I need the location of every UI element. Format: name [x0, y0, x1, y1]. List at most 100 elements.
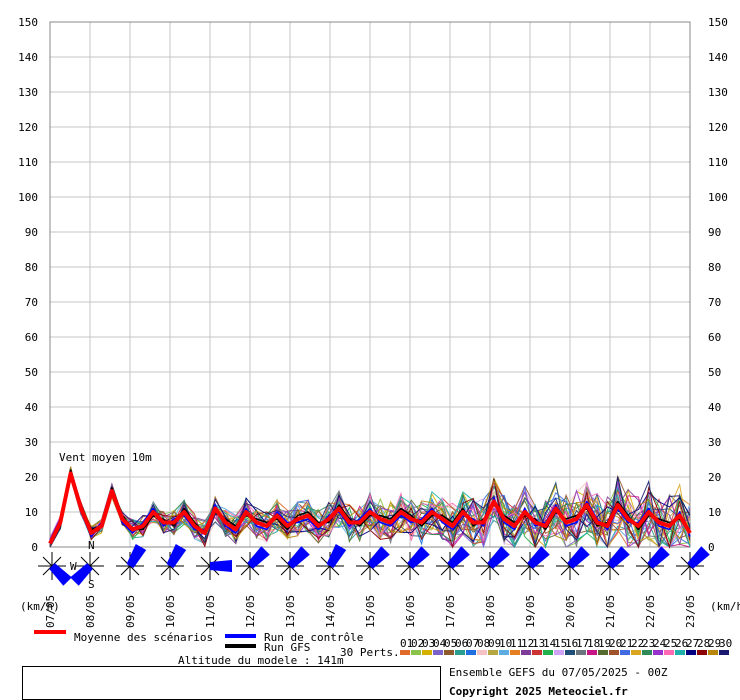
legend-pert-number: 07: [466, 637, 479, 650]
wind-direction-wedge: [687, 546, 710, 569]
legend-pert-number: 14: [543, 637, 557, 650]
compass-rose: NWS: [70, 539, 95, 591]
legend-pert-swatch: [664, 650, 674, 655]
legend-pert-swatch: [565, 650, 575, 655]
footer-run: Ensemble GEFS du 07/05/2025 - 00Z: [449, 666, 668, 679]
perturbation-line: [49, 466, 691, 548]
y-tick-label: 10: [708, 506, 721, 519]
y-tick-label: 110: [708, 156, 728, 169]
y-unit-left: (km/h): [20, 600, 60, 613]
x-tick-label: 09/05: [124, 595, 137, 628]
x-tick-label: 12/05: [244, 595, 257, 628]
legend-pert-swatch: [433, 650, 443, 655]
legend-pert-number: 27: [686, 637, 699, 650]
wind-direction-row: [38, 543, 710, 586]
main-series-lines: [48, 469, 692, 545]
y-tick-label: 0: [708, 541, 715, 554]
legend-pert-number: 12: [521, 637, 534, 650]
wind-direction-wedge: [166, 543, 187, 568]
legend-pert-swatch: [686, 650, 696, 655]
x-tick-label: 07/05: [44, 595, 57, 628]
annotation-vent-moyen: Vent moyen 10m: [59, 451, 152, 464]
x-tick-label: 22/05: [644, 595, 657, 628]
legend-pert-swatch: [554, 650, 564, 655]
y-tick-label: 130: [708, 86, 728, 99]
legend-pert-number: 22: [631, 637, 644, 650]
legend-pert-number: 06: [455, 637, 468, 650]
wind-direction-wedge: [647, 546, 670, 569]
legend-pert-swatch: [719, 650, 729, 655]
compass-n: N: [88, 539, 95, 552]
y-tick-label: 150: [18, 16, 38, 29]
x-tick-label: 19/05: [524, 595, 537, 628]
y-axis-right: 0 10 20 30 40 50 60 70 80 90 100 110 120 130 140 150: [708, 16, 728, 554]
legend-pert-swatch: [510, 650, 520, 655]
y-tick-label: 70: [708, 296, 721, 309]
y-tick-label: 100: [18, 191, 38, 204]
x-tick-label: 18/05: [484, 595, 497, 628]
legend-pert-swatch: [587, 650, 597, 655]
legend-pert-swatch: [411, 650, 421, 655]
legend-pert-number: 03: [422, 637, 435, 650]
y-tick-label: 90: [25, 226, 38, 239]
legend-pert-swatch: [466, 650, 476, 655]
altitude-label: Altitude du modele : 141m: [178, 654, 344, 667]
x-tick-label: 20/05: [564, 595, 577, 628]
perturbation-line: [49, 467, 691, 549]
y-tick-label: 80: [25, 261, 38, 274]
perturbation-line: [49, 467, 691, 549]
legend-pert-swatch: [708, 650, 718, 655]
y-tick-label: 60: [708, 331, 721, 344]
legend-pert-swatch: [598, 650, 608, 655]
legend-pert-number: 05: [444, 637, 457, 650]
legend-pert-number: 26: [675, 637, 688, 650]
legend-pert-swatch: [620, 650, 630, 655]
legend-pert-number: 28: [697, 637, 710, 650]
y-tick-label: 70: [25, 296, 38, 309]
legend-pert-swatch: [653, 650, 663, 655]
y-tick-label: 120: [708, 121, 728, 134]
x-tick-label: 17/05: [444, 595, 457, 628]
x-tick-label: 21/05: [604, 595, 617, 628]
compass-s: S: [88, 578, 95, 591]
wind-direction-wedge: [567, 546, 590, 569]
legend-pert-number: 09: [488, 637, 501, 650]
legend-pert-swatch: [532, 650, 542, 655]
wind-direction-wedge: [49, 563, 72, 586]
legend-control-label: Run de contrôle: [264, 631, 363, 644]
legend-pert-swatch: [576, 650, 586, 655]
x-axis-labels: 07/05 08/05 09/05 10/05 11/05 12/05 13/05 14/05…: [44, 595, 697, 628]
legend-pert-number: 25: [664, 637, 677, 650]
legend-pert-number: 13: [532, 637, 545, 650]
legend-pert-number: 21: [620, 637, 633, 650]
x-tick-label: 11/05: [204, 595, 217, 628]
x-tick-label: 15/05: [364, 595, 377, 628]
wind-direction-wedge: [607, 546, 630, 569]
y-tick-label: 90: [708, 226, 721, 239]
wind-direction-wedge: [247, 546, 270, 569]
legend-pert-number: 23: [642, 637, 655, 650]
y-axis-left: 0 10 20 30 40 50 60 70 80 90 100 110 120 130 140 150: [18, 16, 38, 554]
legend-pert-number: 08: [477, 637, 490, 650]
legend-pert-swatch: [631, 650, 641, 655]
wind-direction-wedge: [407, 546, 430, 569]
legend-pert-swatch: [609, 650, 619, 655]
y-tick-label: 60: [25, 331, 38, 344]
compass-w: W: [70, 560, 77, 573]
x-tick-label: 08/05: [84, 595, 97, 628]
legend-pert-number: 18: [587, 637, 600, 650]
legend-pert-number: 10: [499, 637, 512, 650]
legend-mean-label: Moyenne des scénarios: [74, 631, 213, 644]
wind-direction-wedge: [527, 546, 550, 569]
footer-title-box: [22, 666, 441, 700]
x-tick-label: 23/05: [684, 595, 697, 628]
y-tick-label: 100: [708, 191, 728, 204]
y-tick-label: 50: [708, 366, 721, 379]
wind-direction-wedge: [70, 563, 93, 586]
legend-pert-swatch: [444, 650, 454, 655]
y-tick-label: 30: [25, 436, 38, 449]
legend-pert-number: 19: [598, 637, 611, 650]
chart-grid: [49, 21, 691, 548]
y-tick-label: 140: [708, 51, 728, 64]
